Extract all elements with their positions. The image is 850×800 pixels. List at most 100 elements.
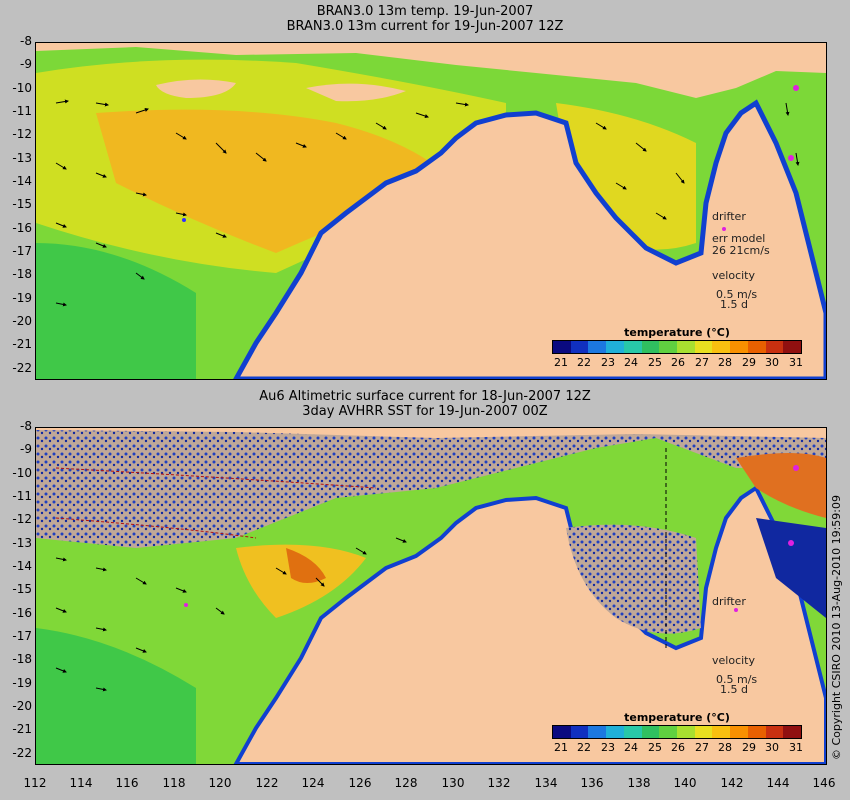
colorbar-tick: 25: [648, 741, 662, 754]
x-tick: 130: [441, 776, 465, 790]
colorbar-tick: 31: [789, 356, 803, 369]
panel2-title-line2: 3day AVHRR SST for 19-Jun-2007 00Z: [302, 404, 548, 419]
y-tick: -9: [20, 57, 32, 71]
x-tick: 128: [394, 776, 418, 790]
y-tick: -14: [12, 559, 32, 573]
x-tick: 134: [534, 776, 558, 790]
colorbar-tick: 23: [601, 741, 615, 754]
current-vectors: [55, 99, 800, 307]
velocity-days: 1.5 d: [720, 298, 748, 311]
colorbar-tick: 22: [577, 356, 591, 369]
y-tick: -22: [12, 746, 32, 760]
colorbar-tick: 23: [601, 356, 615, 369]
y-tick: -20: [12, 699, 32, 713]
copyright-text: © Copyright CSIRO 2010 13-Aug-2010 19:59…: [830, 494, 843, 760]
copyright-notice: © Copyright CSIRO 2010 13-Aug-2010 19:59…: [830, 440, 844, 760]
y-tick: -14: [12, 174, 32, 188]
panel1-title-line2: BRAN3.0 13m current for 19-Jun-2007 12Z: [286, 19, 564, 34]
y-tick: -12: [12, 512, 32, 526]
y-tick: -11: [12, 104, 32, 118]
y-tick: -11: [12, 489, 32, 503]
y-tick: -21: [12, 722, 32, 736]
x-tick: 122: [255, 776, 279, 790]
panel2-title-line1: Au6 Altimetric surface current for 18-Ju…: [259, 389, 591, 404]
colorbar: [552, 340, 802, 354]
x-tick: 112: [23, 776, 47, 790]
y-tick: -12: [12, 127, 32, 141]
y-tick: -17: [12, 244, 32, 258]
colorbar-tick: 29: [742, 356, 756, 369]
x-tick: 124: [301, 776, 325, 790]
colorbar-tick: 31: [789, 741, 803, 754]
velocity-label: velocity: [712, 269, 755, 282]
y-tick: -8: [20, 419, 32, 433]
cloud-masked-region: [36, 428, 826, 548]
temperature-legend: temperature (°C) 21 22 23 24 25 26 27 28…: [552, 711, 803, 754]
y-tick: -16: [12, 221, 32, 235]
colorbar-tick: 21: [554, 356, 568, 369]
err-model-label: err model: [712, 232, 766, 245]
avhrr-sst-map[interactable]: [35, 427, 827, 765]
x-tick: 116: [115, 776, 139, 790]
y-tick: -15: [12, 197, 32, 211]
x-tick: 140: [673, 776, 697, 790]
colorbar-tick: 26: [671, 356, 685, 369]
colorbar-tick: 28: [718, 741, 732, 754]
x-tick: 118: [162, 776, 186, 790]
bran-temperature-map[interactable]: [35, 42, 827, 380]
velocity-days: 1.5 d: [720, 683, 748, 696]
y-tick: -22: [12, 361, 32, 375]
velocity-value: 0.5 m/s: [716, 288, 758, 301]
y-tick: -18: [12, 652, 32, 666]
colorbar-tick: 30: [765, 741, 779, 754]
colorbar-tick: 27: [695, 356, 709, 369]
y-tick: -10: [12, 466, 32, 480]
err-model-values: 26 21cm/s: [712, 244, 770, 257]
x-tick: 126: [348, 776, 372, 790]
bran-map-graphic: [36, 43, 826, 379]
y-tick: -15: [12, 582, 32, 596]
x-tick: 120: [208, 776, 232, 790]
x-tick: 142: [720, 776, 744, 790]
x-tick: 132: [487, 776, 511, 790]
temperature-legend: temperature (°C) 21 22 23 24 25 26 27 28…: [552, 326, 803, 369]
colorbar-tick: 29: [742, 741, 756, 754]
y-tick: -21: [12, 337, 32, 351]
avhrr-map-graphic: [36, 428, 826, 764]
y-tick: -20: [12, 314, 32, 328]
y-tick: -10: [12, 81, 32, 95]
velocity-label: velocity: [712, 654, 755, 667]
x-tick: 146: [812, 776, 836, 790]
x-tick: 138: [627, 776, 651, 790]
y-tick: -16: [12, 606, 32, 620]
australia-land: [233, 99, 826, 379]
y-tick: -19: [12, 291, 32, 305]
colorbar: [552, 725, 802, 739]
colorbar-tick: 21: [554, 741, 568, 754]
y-tick: -19: [12, 676, 32, 690]
colorbar-tick: 26: [671, 741, 685, 754]
drifter-label: drifter: [712, 210, 746, 223]
y-tick: -9: [20, 442, 32, 456]
y-tick: -13: [12, 536, 32, 550]
y-tick: -17: [12, 629, 32, 643]
x-tick: 114: [69, 776, 93, 790]
legend-title: temperature (°C): [624, 326, 730, 339]
colorbar-tick: 28: [718, 356, 732, 369]
colorbar-tick: 24: [624, 741, 638, 754]
colorbar-tick: 30: [765, 356, 779, 369]
x-tick: 144: [766, 776, 790, 790]
colorbar-tick: 25: [648, 356, 662, 369]
y-tick: -18: [12, 267, 32, 281]
x-tick: 136: [580, 776, 604, 790]
altimetric-current-vectors: [55, 537, 407, 692]
panel1-title-line1: BRAN3.0 13m temp. 19-Jun-2007: [316, 4, 534, 19]
y-tick: -13: [12, 151, 32, 165]
drifter-label: drifter: [712, 595, 746, 608]
colorbar-tick: 22: [577, 741, 591, 754]
colorbar-tick: 24: [624, 356, 638, 369]
colorbar-tick: 27: [695, 741, 709, 754]
legend-title: temperature (°C): [624, 711, 730, 724]
y-tick: -8: [20, 34, 32, 48]
velocity-value: 0.5 m/s: [716, 673, 758, 686]
